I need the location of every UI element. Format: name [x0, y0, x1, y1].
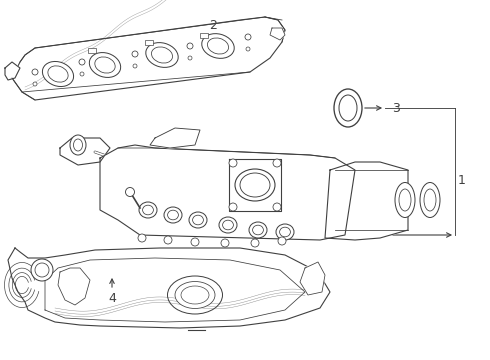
Ellipse shape — [245, 34, 251, 40]
Ellipse shape — [420, 183, 440, 217]
Ellipse shape — [143, 205, 153, 215]
Ellipse shape — [246, 47, 250, 51]
Polygon shape — [5, 62, 20, 80]
Ellipse shape — [133, 64, 137, 68]
Polygon shape — [100, 145, 355, 240]
Ellipse shape — [229, 203, 237, 211]
Text: 3: 3 — [392, 102, 400, 114]
Ellipse shape — [80, 72, 84, 76]
Ellipse shape — [187, 43, 193, 49]
Ellipse shape — [48, 66, 68, 82]
Ellipse shape — [175, 282, 215, 309]
Ellipse shape — [207, 38, 228, 54]
Ellipse shape — [95, 57, 115, 73]
Ellipse shape — [424, 189, 436, 211]
Ellipse shape — [276, 224, 294, 240]
Polygon shape — [325, 162, 408, 240]
Ellipse shape — [168, 276, 222, 314]
Polygon shape — [300, 262, 325, 295]
Ellipse shape — [202, 33, 234, 58]
Polygon shape — [270, 28, 285, 40]
Ellipse shape — [221, 239, 229, 247]
Polygon shape — [150, 128, 200, 148]
Ellipse shape — [164, 207, 182, 223]
Polygon shape — [45, 258, 305, 322]
Ellipse shape — [32, 69, 38, 75]
Ellipse shape — [89, 53, 121, 77]
Ellipse shape — [181, 286, 209, 304]
Ellipse shape — [278, 237, 286, 245]
Polygon shape — [60, 138, 110, 165]
Polygon shape — [58, 268, 90, 305]
Ellipse shape — [240, 173, 270, 197]
Ellipse shape — [334, 89, 362, 127]
Ellipse shape — [188, 56, 192, 60]
Ellipse shape — [168, 210, 178, 220]
Ellipse shape — [280, 227, 291, 237]
Ellipse shape — [253, 225, 264, 235]
Ellipse shape — [273, 159, 281, 167]
Ellipse shape — [222, 220, 233, 230]
Text: 4: 4 — [108, 292, 116, 305]
Ellipse shape — [193, 215, 203, 225]
Ellipse shape — [249, 222, 267, 238]
Ellipse shape — [164, 236, 172, 244]
Bar — [200, 33, 208, 38]
Ellipse shape — [395, 183, 415, 217]
Polygon shape — [8, 248, 330, 328]
Ellipse shape — [43, 62, 74, 86]
Polygon shape — [229, 159, 281, 211]
Ellipse shape — [235, 169, 275, 201]
Bar — [88, 48, 96, 53]
Text: 1: 1 — [458, 174, 466, 186]
Text: 2: 2 — [209, 18, 217, 32]
Ellipse shape — [229, 159, 237, 167]
Ellipse shape — [132, 51, 138, 57]
Ellipse shape — [138, 234, 146, 242]
Ellipse shape — [251, 239, 259, 247]
Ellipse shape — [191, 238, 199, 246]
Ellipse shape — [339, 95, 357, 121]
Ellipse shape — [219, 217, 237, 233]
Polygon shape — [12, 17, 285, 100]
Ellipse shape — [146, 42, 178, 67]
Ellipse shape — [33, 82, 37, 86]
Bar — [145, 40, 153, 45]
Ellipse shape — [35, 263, 49, 277]
Ellipse shape — [189, 212, 207, 228]
Ellipse shape — [79, 59, 85, 65]
Ellipse shape — [74, 139, 82, 151]
Ellipse shape — [125, 188, 134, 197]
Ellipse shape — [399, 189, 411, 211]
Ellipse shape — [139, 202, 157, 218]
Ellipse shape — [151, 47, 172, 63]
Ellipse shape — [70, 135, 86, 155]
Ellipse shape — [31, 259, 53, 281]
Ellipse shape — [273, 203, 281, 211]
